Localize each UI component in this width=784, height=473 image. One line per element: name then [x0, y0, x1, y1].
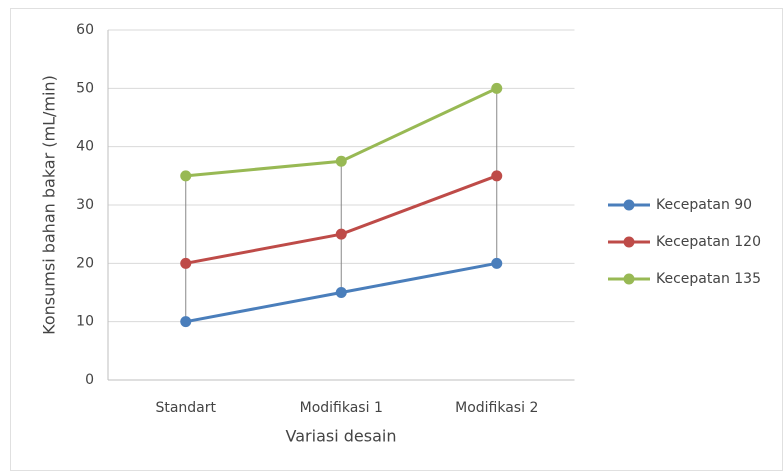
point [180, 316, 192, 328]
x-tick-label: Standart [155, 400, 216, 416]
point [180, 257, 192, 269]
y-tick-label: 40 [76, 139, 94, 155]
legend-marker [623, 236, 635, 248]
legend-label: Kecepatan 135 [656, 271, 761, 287]
point [335, 287, 347, 298]
chart-border [10, 8, 783, 471]
legend-label: Kecepatan 120 [656, 234, 761, 250]
point [335, 155, 347, 167]
y-tick-label: 20 [76, 255, 94, 271]
point [491, 82, 503, 94]
y-axis-title: Konsumsi bahan bakar (mL/min) [40, 75, 59, 335]
legend-label: Kecepatan 90 [656, 197, 752, 213]
legend-marker [623, 273, 635, 285]
y-tick-label: 30 [76, 197, 94, 213]
x-axis-title: Variasi desain [286, 427, 397, 446]
x-tick-label: Modifikasi 2 [455, 400, 538, 416]
y-tick-label: 0 [85, 372, 94, 388]
point [180, 170, 192, 182]
x-tick-label: Modifikasi 1 [300, 400, 383, 416]
point [491, 257, 503, 269]
point [335, 228, 347, 240]
y-tick-label: 10 [76, 314, 94, 330]
y-tick-label: 60 [76, 22, 94, 38]
point [491, 170, 503, 182]
y-tick-label: 50 [76, 80, 94, 96]
legend-marker [623, 199, 635, 211]
